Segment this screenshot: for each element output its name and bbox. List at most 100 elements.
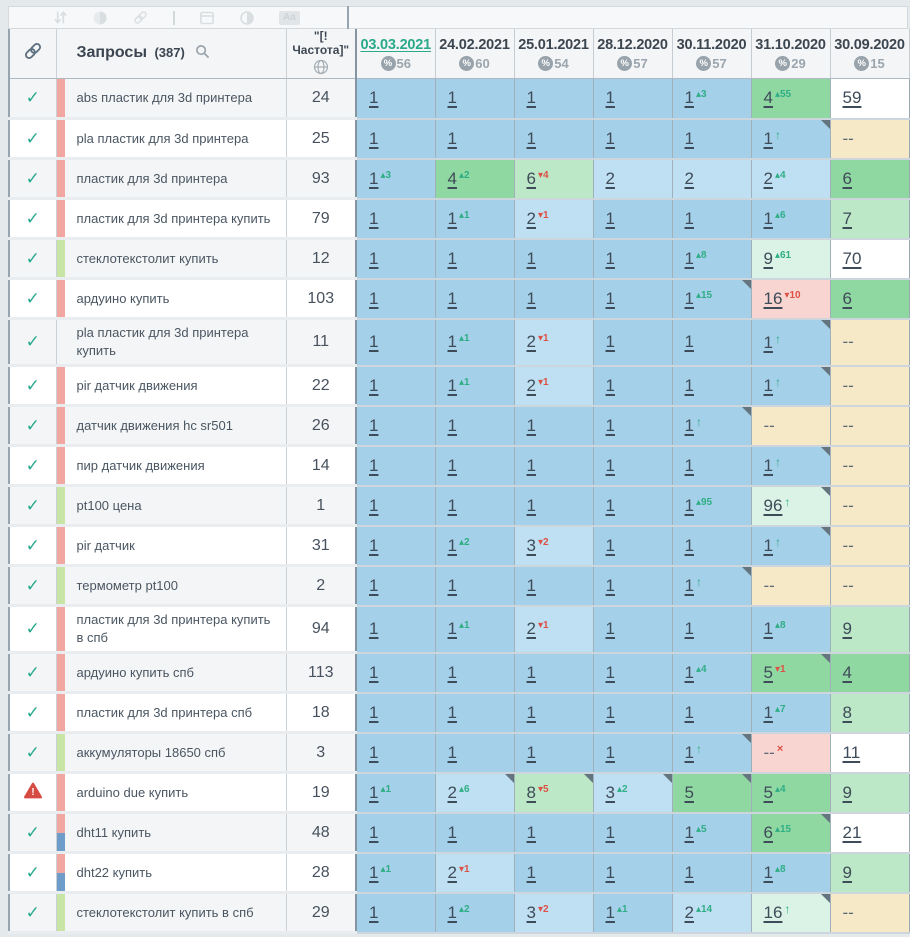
position-cell[interactable]: 5 bbox=[672, 772, 752, 814]
queries-header[interactable]: Запросы (387) bbox=[56, 29, 287, 79]
position-value[interactable]: 6 bbox=[763, 822, 773, 842]
position-value[interactable]: 2 bbox=[684, 902, 694, 922]
position-cell[interactable]: 1 bbox=[593, 852, 673, 894]
query-text[interactable]: пластик для 3d принтера купить bbox=[76, 210, 271, 226]
position-cell[interactable]: 6 bbox=[830, 278, 910, 320]
position-value[interactable]: 1 bbox=[369, 662, 379, 682]
date-column-header[interactable]: 25.01.2021% 54 bbox=[514, 29, 594, 79]
date-label[interactable]: 03.03.2021 bbox=[360, 36, 432, 53]
position-value[interactable]: 1 bbox=[605, 535, 615, 555]
position-value[interactable]: 4 bbox=[447, 168, 457, 188]
position-value[interactable]: 9 bbox=[842, 782, 852, 802]
row-check[interactable]: ✓ bbox=[8, 78, 57, 120]
position-value[interactable]: 1 bbox=[605, 208, 615, 228]
position-value[interactable]: 1 bbox=[447, 662, 457, 682]
row-check[interactable]: ✓ bbox=[8, 485, 57, 527]
position-value[interactable]: 1 bbox=[447, 248, 457, 268]
position-value[interactable]: 2 bbox=[684, 168, 694, 188]
position-value[interactable]: 3 bbox=[605, 782, 615, 802]
position-value[interactable]: 1 bbox=[526, 495, 536, 515]
position-cell[interactable]: 1 bbox=[593, 485, 673, 527]
position-cell[interactable]: 1 bbox=[593, 78, 673, 120]
position-cell[interactable]: 1 bbox=[435, 565, 515, 607]
position-cell[interactable]: 1 bbox=[356, 525, 436, 567]
query-cell[interactable]: abs пластик для 3d принтера bbox=[56, 78, 287, 120]
position-value[interactable]: 1 bbox=[763, 536, 773, 555]
date-column-header[interactable]: 24.02.2021% 60 bbox=[435, 29, 515, 79]
position-value[interactable]: 1 bbox=[369, 168, 379, 188]
position-cell[interactable]: 1 bbox=[593, 732, 673, 774]
position-cell[interactable]: 1 ▴6 bbox=[751, 198, 831, 240]
position-value[interactable]: 6 bbox=[526, 168, 536, 188]
position-cell[interactable]: 2 ▾1 bbox=[435, 852, 515, 894]
position-cell[interactable]: 1 bbox=[356, 405, 436, 447]
position-value[interactable]: 11 bbox=[842, 742, 861, 762]
position-cell[interactable]: 1 bbox=[356, 485, 436, 527]
position-value[interactable]: 9 bbox=[842, 862, 852, 882]
position-value[interactable]: 6 bbox=[842, 288, 852, 308]
position-cell[interactable]: 1 ▴7 bbox=[751, 692, 831, 734]
query-text[interactable]: dht11 купить bbox=[76, 824, 152, 840]
position-cell[interactable]: 1 bbox=[356, 892, 436, 934]
query-cell[interactable]: аккумуляторы 18650 спб bbox=[56, 732, 287, 774]
position-cell[interactable]: 1 bbox=[514, 565, 594, 607]
position-value[interactable]: 2 bbox=[447, 862, 457, 882]
position-cell[interactable]: 4 bbox=[830, 652, 910, 694]
position-value[interactable]: 1 bbox=[684, 619, 694, 638]
query-text[interactable]: pir датчик bbox=[76, 537, 135, 553]
position-cell[interactable]: -- bbox=[830, 118, 910, 160]
date-column-header[interactable]: 28.12.2020% 57 bbox=[593, 29, 673, 79]
position-cell[interactable]: 1 bbox=[356, 78, 436, 120]
position-cell[interactable]: 1 ▴8 bbox=[751, 852, 831, 894]
position-value[interactable]: 1 bbox=[369, 415, 379, 435]
position-value[interactable]: 1 bbox=[684, 208, 694, 228]
position-value[interactable]: 1 bbox=[447, 128, 457, 148]
position-value[interactable]: 1 bbox=[369, 575, 379, 595]
position-cell[interactable]: 1 bbox=[435, 692, 515, 734]
position-cell[interactable]: 9 bbox=[830, 605, 910, 654]
position-cell[interactable]: 1 bbox=[514, 445, 594, 487]
position-cell[interactable]: -- bbox=[830, 445, 910, 487]
position-value[interactable]: 2 bbox=[447, 782, 457, 802]
query-cell[interactable]: стеклотекстолит купить bbox=[56, 238, 287, 280]
position-cell[interactable]: 9 bbox=[830, 772, 910, 814]
position-cell[interactable]: 2 ▴14 bbox=[672, 892, 752, 934]
date-label[interactable]: 31.10.2020 bbox=[755, 36, 826, 53]
position-cell[interactable]: 1 ▴1 bbox=[435, 318, 515, 367]
position-cell[interactable]: 1 ▴1 bbox=[435, 198, 515, 240]
query-text[interactable]: pla пластик для 3d принтера купить bbox=[76, 325, 249, 358]
position-cell[interactable]: 1 ▴3 bbox=[356, 158, 436, 200]
position-cell[interactable]: 2 ▾1 bbox=[514, 365, 594, 407]
position-cell[interactable]: 1 bbox=[435, 78, 515, 120]
position-cell[interactable]: 1 bbox=[356, 692, 436, 734]
position-cell[interactable]: 96 ↑ bbox=[751, 485, 831, 527]
position-value[interactable]: 1 bbox=[684, 128, 694, 148]
position-cell[interactable]: 6 ▾4 bbox=[514, 158, 594, 200]
position-value[interactable]: 1 bbox=[605, 332, 615, 351]
position-value[interactable]: 1 bbox=[684, 862, 694, 882]
position-value[interactable]: 2 bbox=[526, 208, 536, 228]
position-cell[interactable]: 1 bbox=[356, 318, 436, 367]
position-value[interactable]: 1 bbox=[526, 742, 536, 762]
position-value[interactable]: 4 bbox=[763, 88, 773, 108]
position-cell[interactable]: 1 bbox=[593, 692, 673, 734]
position-value[interactable]: 2 bbox=[763, 168, 773, 188]
query-cell[interactable]: pla пластик для 3d принтера купить bbox=[56, 318, 287, 367]
position-value[interactable]: 1 bbox=[605, 742, 615, 762]
position-value[interactable]: 1 bbox=[526, 862, 536, 882]
position-cell[interactable]: 1 bbox=[672, 852, 752, 894]
position-value[interactable]: 1 bbox=[605, 575, 615, 595]
position-value[interactable]: 1 bbox=[447, 375, 457, 395]
balance-icon[interactable] bbox=[92, 9, 108, 27]
position-cell[interactable]: 1 ▴5 bbox=[672, 812, 752, 854]
position-value[interactable]: 1 bbox=[763, 376, 773, 395]
position-cell[interactable]: 16 ↑ bbox=[751, 892, 831, 934]
position-cell[interactable]: 1 bbox=[435, 278, 515, 320]
position-value[interactable]: 70 bbox=[842, 248, 862, 268]
position-value[interactable]: 1 bbox=[369, 128, 379, 148]
position-value[interactable]: 1 bbox=[447, 88, 457, 108]
position-value[interactable]: 1 bbox=[369, 495, 379, 515]
position-value[interactable]: 1 bbox=[763, 332, 773, 352]
position-cell[interactable]: 9 bbox=[830, 852, 910, 894]
query-cell[interactable]: термометр pt100 bbox=[56, 565, 287, 607]
